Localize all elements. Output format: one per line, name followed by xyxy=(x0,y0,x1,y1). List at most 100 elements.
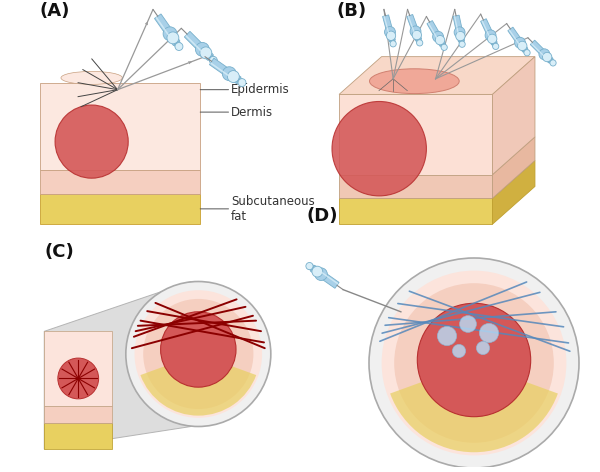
Polygon shape xyxy=(493,57,535,175)
Circle shape xyxy=(382,270,566,455)
Polygon shape xyxy=(237,78,243,84)
Circle shape xyxy=(418,303,531,417)
Text: (A): (A) xyxy=(40,2,70,20)
Polygon shape xyxy=(390,40,395,43)
Polygon shape xyxy=(316,268,338,285)
Ellipse shape xyxy=(175,42,183,51)
Polygon shape xyxy=(339,175,493,198)
Ellipse shape xyxy=(436,35,445,45)
Circle shape xyxy=(452,345,466,358)
Ellipse shape xyxy=(223,67,236,81)
Polygon shape xyxy=(440,43,446,48)
Bar xyxy=(44,405,112,423)
Polygon shape xyxy=(428,23,440,43)
Ellipse shape xyxy=(454,27,465,38)
Polygon shape xyxy=(493,160,535,224)
Ellipse shape xyxy=(485,30,496,41)
Circle shape xyxy=(55,105,128,178)
Ellipse shape xyxy=(539,49,550,60)
Bar xyxy=(40,194,200,224)
Polygon shape xyxy=(339,57,535,94)
Ellipse shape xyxy=(390,41,396,47)
Ellipse shape xyxy=(542,52,552,62)
Ellipse shape xyxy=(370,69,459,93)
Polygon shape xyxy=(459,41,464,44)
Polygon shape xyxy=(44,281,191,449)
Circle shape xyxy=(479,323,499,343)
Polygon shape xyxy=(416,39,422,43)
Polygon shape xyxy=(549,59,554,64)
Circle shape xyxy=(394,283,554,443)
Polygon shape xyxy=(481,20,493,42)
Ellipse shape xyxy=(441,44,447,51)
Polygon shape xyxy=(407,16,417,38)
Polygon shape xyxy=(184,31,214,60)
Ellipse shape xyxy=(61,71,122,84)
Ellipse shape xyxy=(515,37,526,48)
Polygon shape xyxy=(427,21,445,46)
Polygon shape xyxy=(453,15,464,42)
Ellipse shape xyxy=(524,50,530,56)
Ellipse shape xyxy=(416,40,423,46)
Polygon shape xyxy=(407,15,422,41)
Polygon shape xyxy=(174,42,181,47)
Circle shape xyxy=(126,281,271,427)
Polygon shape xyxy=(531,43,548,60)
Circle shape xyxy=(161,312,236,387)
Polygon shape xyxy=(309,264,314,270)
Polygon shape xyxy=(454,16,460,39)
Ellipse shape xyxy=(200,47,212,59)
Polygon shape xyxy=(523,49,529,53)
Polygon shape xyxy=(209,58,241,84)
Bar xyxy=(44,423,112,449)
Text: (B): (B) xyxy=(337,2,367,20)
Ellipse shape xyxy=(196,42,209,56)
Bar xyxy=(44,331,112,405)
Circle shape xyxy=(143,299,253,409)
Polygon shape xyxy=(339,94,493,175)
Ellipse shape xyxy=(412,30,422,40)
Ellipse shape xyxy=(312,266,323,277)
Text: Dermis: Dermis xyxy=(231,106,273,118)
Ellipse shape xyxy=(163,27,177,41)
Text: (C): (C) xyxy=(44,243,74,261)
Ellipse shape xyxy=(518,41,527,51)
Circle shape xyxy=(437,327,457,346)
Polygon shape xyxy=(310,265,339,288)
Circle shape xyxy=(476,341,490,354)
Ellipse shape xyxy=(385,26,395,37)
Ellipse shape xyxy=(306,262,313,270)
Polygon shape xyxy=(155,17,174,42)
Ellipse shape xyxy=(227,71,239,83)
Ellipse shape xyxy=(488,34,497,43)
Polygon shape xyxy=(339,198,493,224)
Circle shape xyxy=(369,258,579,468)
Polygon shape xyxy=(208,55,215,62)
Ellipse shape xyxy=(459,41,465,47)
Ellipse shape xyxy=(550,60,556,66)
Ellipse shape xyxy=(386,31,395,41)
Ellipse shape xyxy=(209,56,217,64)
Ellipse shape xyxy=(410,26,421,37)
Bar xyxy=(40,83,200,170)
Circle shape xyxy=(332,101,427,196)
Wedge shape xyxy=(390,363,558,452)
Wedge shape xyxy=(140,354,256,416)
Polygon shape xyxy=(383,16,391,39)
Circle shape xyxy=(58,358,98,399)
Polygon shape xyxy=(493,137,535,198)
Ellipse shape xyxy=(167,32,179,44)
Polygon shape xyxy=(481,19,497,45)
Ellipse shape xyxy=(433,31,443,42)
Ellipse shape xyxy=(238,79,246,86)
Polygon shape xyxy=(154,14,180,45)
Polygon shape xyxy=(492,42,497,47)
Circle shape xyxy=(134,290,262,418)
Polygon shape xyxy=(210,62,235,81)
Polygon shape xyxy=(383,15,395,42)
Bar xyxy=(40,170,200,194)
Polygon shape xyxy=(508,27,528,52)
Text: Subcutaneous
fat: Subcutaneous fat xyxy=(231,195,314,223)
Polygon shape xyxy=(185,35,208,57)
Ellipse shape xyxy=(456,32,465,41)
